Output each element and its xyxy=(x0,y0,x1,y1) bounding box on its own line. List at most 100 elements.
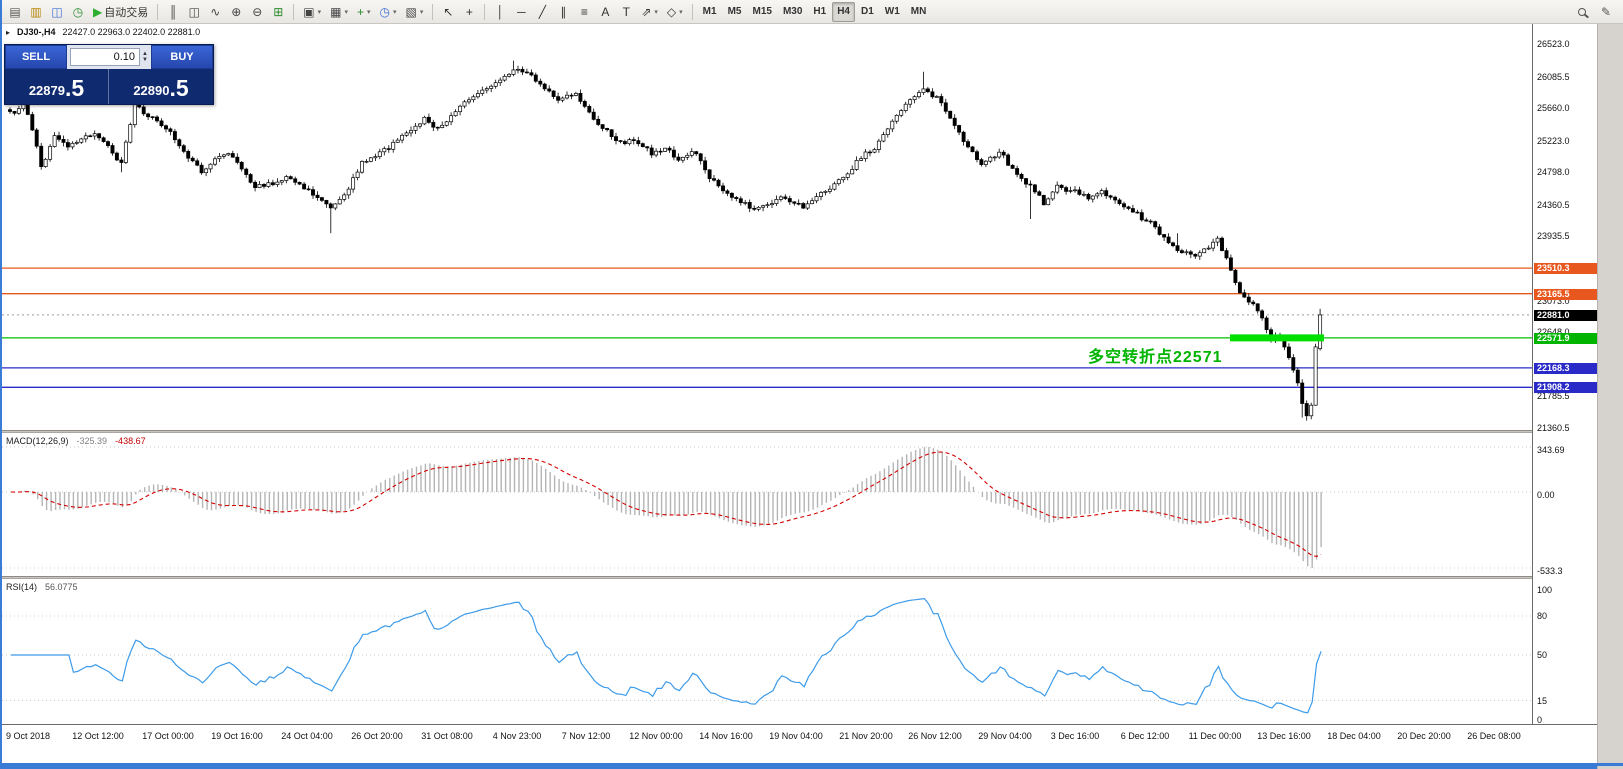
autotrading-button[interactable]: ▶ 自动交易 xyxy=(89,2,152,22)
rsi-axis-label: 15 xyxy=(1537,696,1548,706)
rsi-axis-label: 50 xyxy=(1537,650,1548,660)
cursor-icon[interactable]: ↖ xyxy=(438,2,458,22)
macd-panel-chart[interactable] xyxy=(2,434,1532,576)
symbol-period-label: DJ30-,H4 xyxy=(17,27,56,37)
price-level-badge: 22571.9 xyxy=(1534,333,1597,344)
price-level-badge: 22168.3 xyxy=(1534,363,1597,374)
dropdown-caret-icon[interactable]: ▾ xyxy=(419,8,424,16)
volume-up-icon[interactable]: ▲ xyxy=(142,51,148,57)
price-axis-label: 26085.5 xyxy=(1537,72,1570,82)
bar-chart-icon[interactable]: ║ xyxy=(163,2,183,22)
timeframe-m1[interactable]: M1 xyxy=(702,6,717,17)
profiles-icon[interactable]: ▦ ▾ xyxy=(326,2,352,22)
rsi-panel-chart[interactable] xyxy=(2,580,1532,724)
time-axis-label: 7 Nov 12:00 xyxy=(561,731,611,741)
dropdown-caret-icon[interactable]: ▾ xyxy=(317,8,322,16)
horizontal-line-icon[interactable]: ─ xyxy=(511,2,531,22)
price-axis-label: 23073.0 xyxy=(1537,296,1570,306)
arrows-icon[interactable]: ⇗ ▾ xyxy=(637,2,662,22)
timeframe-m30[interactable]: M30 xyxy=(782,6,803,17)
new-chart-icon: ▣ xyxy=(303,4,315,19)
dropdown-caret-icon[interactable]: ▾ xyxy=(654,8,658,16)
macd-title: MACD(12,26,9) xyxy=(6,436,69,446)
price-axis-label: 23935.5 xyxy=(1537,231,1570,241)
indicators-icon[interactable]: + ▾ xyxy=(353,2,375,22)
chart-window-icon: ▸ xyxy=(6,27,11,37)
timeframe-mn[interactable]: MN xyxy=(910,6,927,17)
indicators-icon: + xyxy=(356,4,364,19)
vertical-line-icon[interactable]: │ xyxy=(490,2,510,22)
new-chart-icon[interactable]: ▣ ▾ xyxy=(299,2,325,22)
edit-icon[interactable]: ✎ xyxy=(1596,2,1616,22)
volume-field[interactable]: 0.10 ▲ ▼ xyxy=(67,45,151,69)
time-axis-label: 14 Nov 16:00 xyxy=(699,731,753,741)
zoom-out-icon[interactable]: ⊖ xyxy=(247,2,267,22)
price-axis-label: 21360.5 xyxy=(1537,423,1570,433)
panel-divider-macd[interactable] xyxy=(2,430,1597,433)
arrows-icon: ⇗ xyxy=(641,4,652,19)
trendline-icon[interactable]: ╱ xyxy=(532,2,552,22)
history-center-icon[interactable]: ◷ xyxy=(68,2,88,22)
sell-price[interactable]: 22879 .5 xyxy=(5,69,109,104)
buy-price-fraction: .5 xyxy=(169,75,189,101)
sell-button[interactable]: SELL xyxy=(5,45,67,69)
text-label-icon[interactable]: T xyxy=(616,2,636,22)
dropdown-caret-icon[interactable]: ▾ xyxy=(392,8,397,16)
price-axis[interactable]: 26523.0 26085.5 25660.0 25223.0 24798.0 24360… xyxy=(1532,24,1597,766)
right-scrollbar-strip[interactable] xyxy=(1597,24,1623,769)
macd-axis-label: 0.00 xyxy=(1537,490,1555,500)
buy-button[interactable]: BUY xyxy=(151,45,213,69)
buy-price[interactable]: 22890 .5 xyxy=(109,69,213,104)
dropdown-caret-icon[interactable]: ▾ xyxy=(366,8,371,16)
rsi-header: RSI(14) 56.0775 xyxy=(6,582,78,592)
fibonacci-icon[interactable]: ≡ xyxy=(574,2,594,22)
crosshair-icon[interactable]: + xyxy=(459,2,479,22)
periods-icon[interactable]: ◷ ▾ xyxy=(375,2,400,22)
macd-main-value: -325.39 xyxy=(76,436,108,446)
shapes-icon: ◇ xyxy=(666,4,677,19)
volume-down-icon[interactable]: ▼ xyxy=(142,57,148,63)
dropdown-caret-icon[interactable]: ▾ xyxy=(344,8,348,16)
search-icon[interactable] xyxy=(1572,2,1592,22)
candlestick-chart-icon: ◫ xyxy=(188,4,200,19)
time-axis-label: 21 Nov 20:00 xyxy=(839,731,893,741)
autotrading-button-label: 自动交易 xyxy=(104,6,149,19)
timeframe-h4[interactable]: H4 xyxy=(832,1,855,22)
dropdown-caret-icon[interactable]: ▾ xyxy=(679,8,683,16)
new-order-icon[interactable]: ▤ xyxy=(5,2,25,22)
timeframe-d1[interactable]: D1 xyxy=(860,6,874,17)
volume-stepper[interactable]: ▲ ▼ xyxy=(142,51,148,63)
macd-axis-label: -533.3 xyxy=(1537,566,1563,576)
time-axis[interactable]: 9 Oct 2018 12 Oct 12:00 17 Oct 00:00 19 Oct… xyxy=(2,724,1597,766)
volume-input[interactable]: 0.10 xyxy=(70,48,141,66)
rsi-axis-label: 80 xyxy=(1537,611,1548,621)
timeframe-m5[interactable]: M5 xyxy=(727,6,742,17)
tile-windows-icon[interactable]: ⊞ xyxy=(268,2,288,22)
panel-divider-rsi[interactable] xyxy=(2,576,1597,579)
toolbar-right-icons: ✎ xyxy=(1572,2,1620,22)
main-price-chart[interactable] xyxy=(2,24,1532,430)
chart-title-line: ▸ DJ30-,H4 22427.0 22963.0 22402.0 22881… xyxy=(6,27,200,37)
templates-icon[interactable]: ▧ ▾ xyxy=(401,2,427,22)
channel-icon[interactable]: ∥ xyxy=(553,2,573,22)
text-icon[interactable]: A xyxy=(595,2,615,22)
vertical-line-icon: │ xyxy=(496,4,505,19)
trendline-icon: ╱ xyxy=(538,4,546,19)
line-chart-icon[interactable]: ∿ xyxy=(205,2,225,22)
time-axis-label: 26 Dec 08:00 xyxy=(1467,731,1521,741)
sell-price-main: 22879 xyxy=(28,83,65,98)
zoom-in-icon[interactable]: ⊕ xyxy=(226,2,246,22)
time-axis-label: 12 Oct 12:00 xyxy=(72,731,124,741)
timeframe-h1[interactable]: H1 xyxy=(813,6,827,17)
macd-header: MACD(12,26,9) -325.39 -438.67 xyxy=(6,436,146,446)
timeframe-w1[interactable]: W1 xyxy=(884,6,900,17)
toolbar-separator xyxy=(484,3,486,20)
candlestick-chart-icon[interactable]: ◫ xyxy=(184,2,204,22)
toolbar: ▤ ▥ ◫ ◷ ▶ 自动交易 ║ ◫ ∿ ⊕ ⊖ ⊞ ▣ ▾ ▦ ▾ + ▾ ◷ ▾ ▧ ▾ ↖ + │ ─ ╱ ∥ ≡ A T ⇗ ▾ ◇ ▾ M1… xyxy=(2,0,1623,24)
charts-icon[interactable]: ▥ xyxy=(26,2,46,22)
shapes-icon[interactable]: ◇ ▾ xyxy=(663,2,687,22)
market-watch-icon[interactable]: ◫ xyxy=(47,2,67,22)
timeframe-m15[interactable]: M15 xyxy=(752,6,772,17)
new-order-icon: ▤ xyxy=(9,4,21,19)
time-axis-label: 4 Nov 23:00 xyxy=(492,731,542,741)
